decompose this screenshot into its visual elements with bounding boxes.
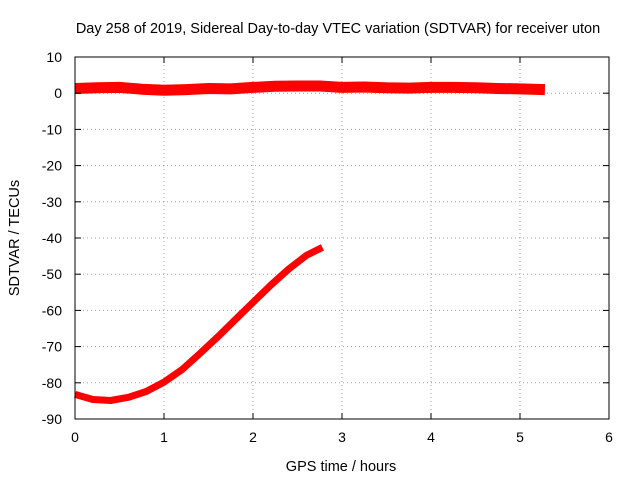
y-tick-label: -20 — [42, 158, 62, 174]
y-tick-label: -60 — [42, 302, 62, 318]
y-tick-label: -30 — [42, 194, 62, 210]
x-tick-label: 4 — [427, 429, 435, 445]
y-tick-label: -50 — [42, 266, 62, 282]
x-tick-label: 3 — [338, 429, 346, 445]
y-axis-label: SDTVAR / TECUs — [7, 180, 23, 296]
x-tick-label: 6 — [605, 429, 613, 445]
y-tick-label: -80 — [42, 375, 62, 391]
axis-ticks — [74, 56, 610, 420]
x-tick-label: 5 — [516, 429, 524, 445]
series-2-trace — [74, 244, 324, 404]
x-tick-label: 2 — [249, 429, 257, 445]
y-tick-label: -70 — [42, 339, 62, 355]
y-tick-label: -10 — [42, 121, 62, 137]
x-axis-label: GPS time / hours — [286, 459, 396, 475]
y-tick-label: 0 — [54, 85, 62, 101]
series-1-trace — [74, 80, 546, 96]
x-tick-label: 0 — [71, 429, 79, 445]
y-tick-label: 10 — [46, 49, 62, 65]
x-tick-label: 1 — [160, 429, 168, 445]
y-tick-label: -40 — [42, 230, 62, 246]
series-group — [74, 80, 546, 404]
tick-labels: 0 1 2 3 4 5 6 10 0 -10 -20 -30 -40 -50 -60 -70 -80 -90 — [42, 49, 613, 445]
grid-lines — [75, 57, 609, 419]
chart-title: Day 258 of 2019, Sidereal Day-to-day VTE… — [76, 21, 600, 37]
y-tick-label: -90 — [42, 411, 62, 427]
